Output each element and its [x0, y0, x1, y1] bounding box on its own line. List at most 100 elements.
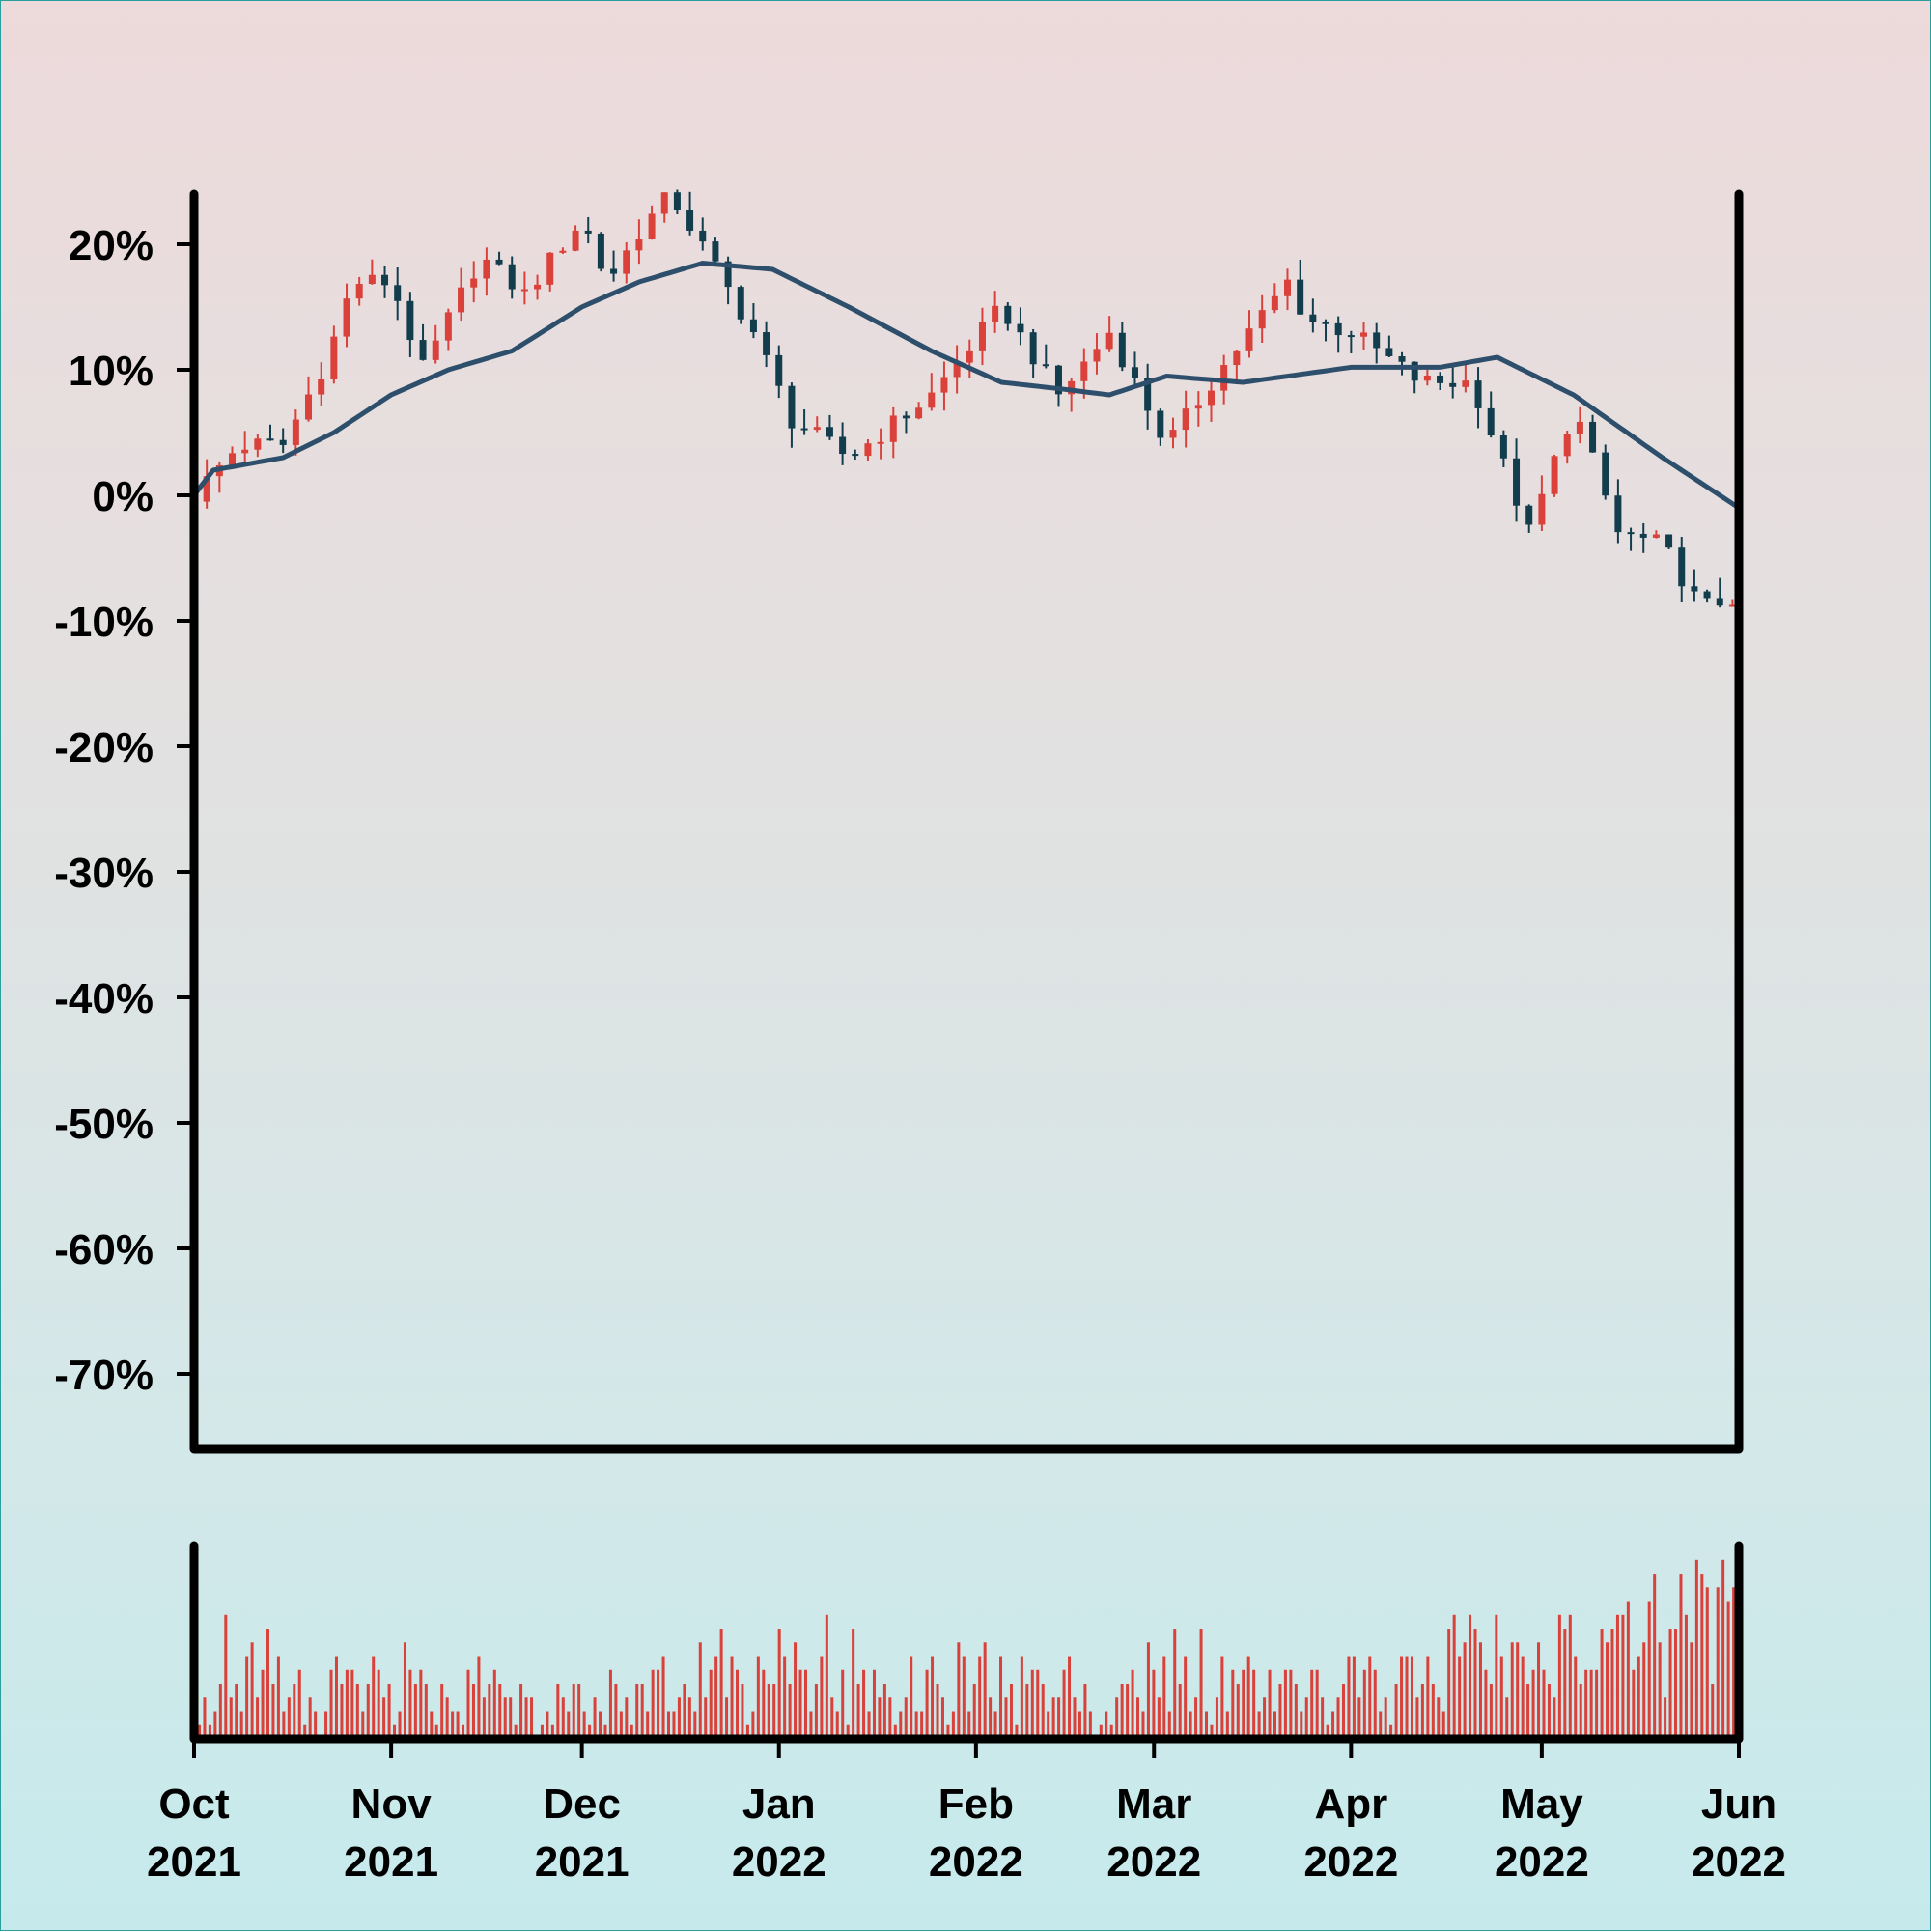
volume-bar [1215, 1697, 1218, 1739]
volume-bar [1057, 1697, 1061, 1739]
volume-bar [324, 1711, 328, 1739]
volume-bar [1120, 1684, 1124, 1739]
candle-body [1194, 405, 1202, 409]
candle-body [483, 259, 490, 279]
candle-body [737, 287, 744, 320]
volume-bar [751, 1711, 755, 1739]
volume-bar [1199, 1629, 1203, 1739]
candle [1029, 328, 1037, 378]
volume-bar [287, 1697, 291, 1739]
candle-body [368, 274, 376, 285]
volume-bar [1632, 1669, 1636, 1739]
volume-bar [825, 1614, 828, 1739]
volume-bar [482, 1697, 486, 1739]
y-tick-label: -10% [54, 599, 154, 646]
candle-body [1245, 328, 1253, 351]
volume-bar [756, 1656, 760, 1739]
candle [813, 416, 821, 433]
volume-bar [1389, 1724, 1393, 1739]
volume-bar [1257, 1711, 1261, 1739]
volume-bar [1600, 1629, 1604, 1739]
candle [1602, 444, 1609, 500]
volume-bar [1694, 1559, 1698, 1739]
candle [1525, 504, 1533, 533]
candle-body [508, 264, 516, 290]
volume-bar [1289, 1669, 1293, 1739]
volume-bar [451, 1711, 455, 1739]
volume-bar [725, 1697, 729, 1739]
candle-body [254, 438, 262, 450]
volume-bar [1499, 1656, 1503, 1739]
candle [470, 261, 478, 303]
volume-bar [229, 1697, 233, 1739]
volume-bar [1615, 1614, 1619, 1739]
x-tick-year-label: 2022 [929, 1838, 1023, 1886]
candle [1207, 380, 1215, 422]
candle-body [381, 274, 389, 286]
volume-bar [1283, 1669, 1287, 1739]
candle [368, 259, 376, 285]
volume-bar [593, 1697, 597, 1739]
candle-body [1678, 547, 1686, 587]
volume-bar [477, 1656, 481, 1739]
volume-bar [1547, 1684, 1551, 1739]
candle-body [1105, 332, 1113, 350]
volume-bar [1452, 1614, 1456, 1739]
candle-body [749, 319, 757, 333]
candle-body [305, 394, 313, 420]
x-tick-month-label: May [1500, 1780, 1583, 1828]
volume-axes-spines [189, 1541, 1744, 1744]
volume-bar [355, 1684, 359, 1739]
candle [1538, 475, 1546, 531]
volume-bar [1668, 1629, 1672, 1739]
volume-bar [1025, 1684, 1029, 1739]
volume-bar [1610, 1629, 1614, 1739]
price-axes-spines [189, 189, 1744, 1454]
volume-bar [978, 1656, 982, 1739]
candle [1728, 599, 1736, 607]
candle-body [1385, 348, 1393, 356]
candle [1487, 391, 1495, 438]
candle [215, 461, 223, 493]
candle [940, 361, 948, 411]
candle [686, 191, 694, 236]
volume-bar [1347, 1656, 1351, 1739]
y-tick-label: -70% [54, 1352, 154, 1399]
volume-bar [1278, 1684, 1282, 1739]
volume-bar [856, 1684, 860, 1739]
volume-bar [509, 1697, 513, 1739]
volume-bar [1109, 1724, 1113, 1739]
candle-body [813, 427, 821, 431]
candle [508, 256, 516, 299]
candle-body [444, 312, 452, 341]
candle [1703, 589, 1711, 603]
volume-bar [1473, 1629, 1477, 1739]
volume-bar [419, 1669, 423, 1739]
x-tick-year-label: 2022 [1106, 1838, 1201, 1886]
volume-bar [783, 1656, 787, 1739]
volume-bar [940, 1697, 944, 1739]
candle [1004, 302, 1012, 331]
candle [546, 252, 554, 292]
candle-body [495, 259, 503, 265]
volume-bar [767, 1684, 770, 1739]
candle [1551, 454, 1558, 497]
price-panel-frame [189, 189, 1744, 1454]
volume-bar [1589, 1669, 1593, 1739]
volume-bar [1394, 1684, 1398, 1739]
candle-body [699, 230, 707, 242]
volume-bar [1732, 1587, 1736, 1739]
candle [1309, 298, 1317, 333]
candle [241, 431, 249, 465]
volume-bar [308, 1697, 312, 1739]
volume-bar [714, 1656, 718, 1739]
candle [279, 428, 287, 454]
volume-bar [303, 1724, 307, 1739]
candle [343, 283, 350, 348]
candle-body [559, 250, 567, 253]
candle-body [330, 336, 338, 379]
x-tick-month-label: Jan [742, 1780, 816, 1828]
volume-bar [1621, 1614, 1625, 1739]
candle-body [953, 362, 961, 378]
y-tick-label: -20% [54, 724, 154, 771]
